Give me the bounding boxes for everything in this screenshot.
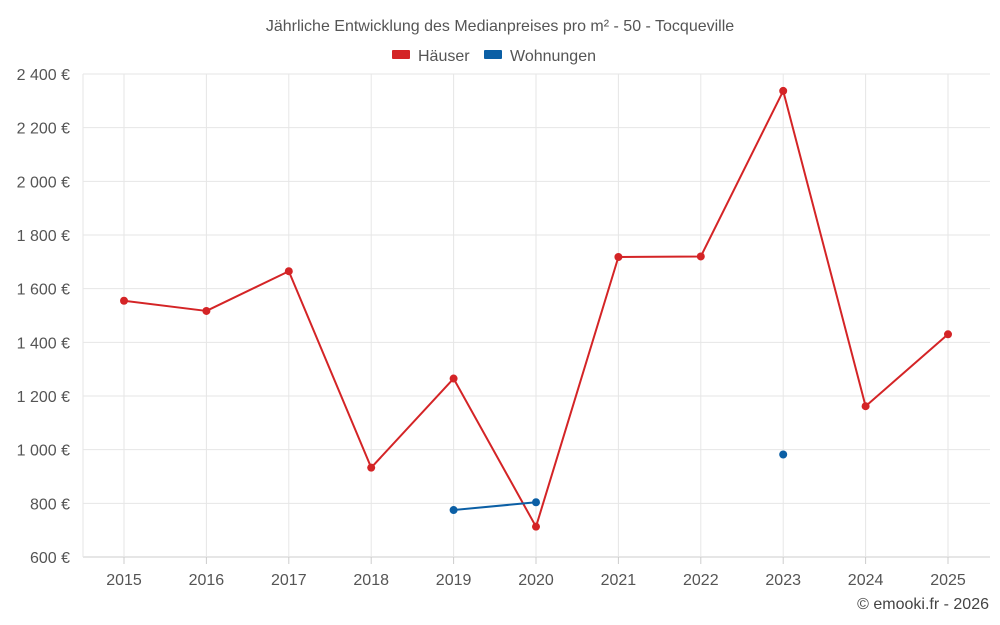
x-tick-label: 2020 bbox=[518, 572, 554, 589]
data-point-haeuser-2017[interactable] bbox=[284, 267, 293, 276]
data-point-haeuser-2016[interactable] bbox=[202, 306, 211, 315]
series-wohnungen bbox=[449, 450, 788, 515]
legend-label-wohnungen: Wohnungen bbox=[510, 48, 596, 65]
data-point-haeuser-2015[interactable] bbox=[120, 296, 128, 305]
x-tick-label: 2015 bbox=[106, 572, 142, 589]
data-point-wohnungen-2019[interactable] bbox=[449, 506, 458, 515]
y-tick-label: 2 000 € bbox=[17, 174, 70, 191]
data-point-wohnungen-2023[interactable] bbox=[779, 450, 788, 459]
y-tick-label: 2 200 € bbox=[17, 121, 70, 138]
data-point-haeuser-2019[interactable] bbox=[449, 374, 458, 383]
grid bbox=[82, 73, 990, 558]
legend[interactable]: Häuser Wohnungen bbox=[392, 48, 596, 65]
y-tick-label: 1 200 € bbox=[17, 389, 70, 406]
x-tick-label: 2025 bbox=[930, 572, 966, 589]
data-point-haeuser-2024[interactable] bbox=[861, 402, 870, 411]
plot-area bbox=[120, 86, 952, 531]
series-line-wohnungen bbox=[453, 501, 537, 512]
data-point-haeuser-2025[interactable] bbox=[944, 330, 952, 339]
y-tick-label: 1 800 € bbox=[17, 228, 70, 245]
x-tick-label: 2018 bbox=[353, 572, 389, 589]
y-tick-label: 600 € bbox=[30, 550, 70, 567]
x-tick-label: 2024 bbox=[848, 572, 884, 589]
x-tick-label: 2019 bbox=[436, 572, 472, 589]
data-point-haeuser-2023[interactable] bbox=[779, 86, 788, 95]
legend-item-wohnungen[interactable]: Wohnungen bbox=[484, 48, 596, 65]
x-axis: 2015 2016 2017 2018 2019 2020 2021 2022 2023 2024… bbox=[106, 557, 966, 589]
y-tick-label: 2 400 € bbox=[17, 67, 70, 84]
y-tick-label: 1 400 € bbox=[17, 335, 70, 352]
series-haeuser bbox=[120, 86, 952, 531]
legend-swatch-haeuser bbox=[392, 50, 410, 59]
y-tick-label: 1 600 € bbox=[17, 282, 70, 299]
legend-swatch-wohnungen bbox=[484, 50, 502, 59]
y-axis: 600 € 800 € 1 000 € 1 200 € 1 400 € 1 600 € 1 … bbox=[17, 67, 70, 567]
y-tick-label: 800 € bbox=[30, 496, 70, 513]
x-tick-label: 2017 bbox=[271, 572, 307, 589]
legend-label-haeuser: Häuser bbox=[418, 48, 470, 65]
legend-item-haeuser[interactable]: Häuser bbox=[392, 48, 470, 65]
data-point-haeuser-2021[interactable] bbox=[614, 253, 623, 262]
x-tick-label: 2023 bbox=[765, 572, 801, 589]
chart-title: Jährliche Entwicklung des Medianpreises … bbox=[266, 18, 734, 35]
data-point-haeuser-2020[interactable] bbox=[532, 522, 540, 531]
data-point-wohnungen-2020[interactable] bbox=[532, 498, 540, 507]
data-point-haeuser-2022[interactable] bbox=[696, 252, 705, 261]
credit: © emooki.fr - 2026 bbox=[857, 596, 989, 613]
x-tick-label: 2022 bbox=[683, 572, 719, 589]
x-tick-label: 2016 bbox=[189, 572, 225, 589]
data-point-haeuser-2018[interactable] bbox=[367, 463, 376, 472]
y-tick-label: 1 000 € bbox=[17, 443, 70, 460]
x-tick-label: 2021 bbox=[601, 572, 637, 589]
